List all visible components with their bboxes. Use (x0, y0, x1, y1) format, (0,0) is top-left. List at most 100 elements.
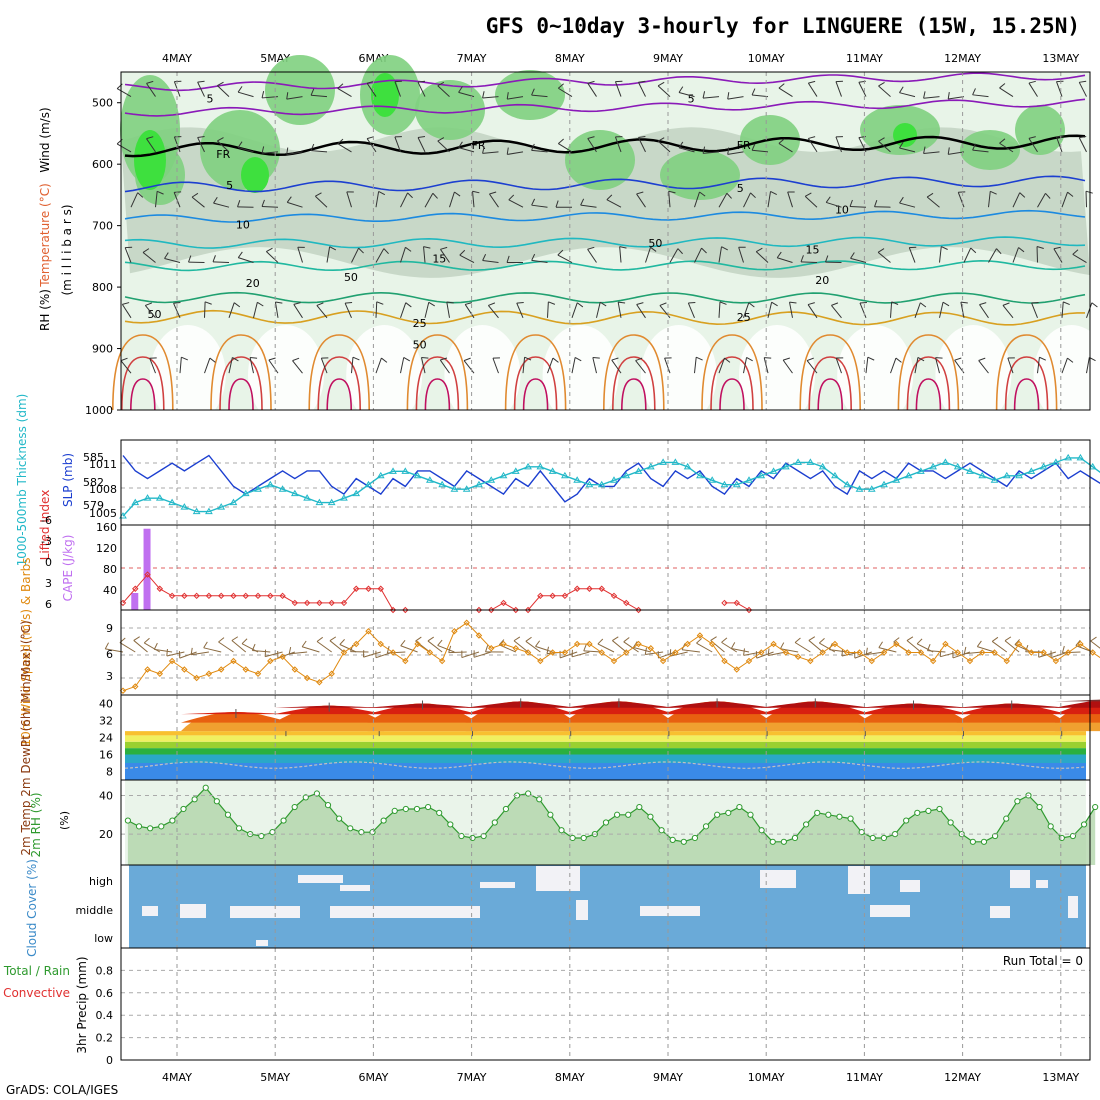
wind10m-barb (218, 637, 225, 643)
rh2m-point (558, 827, 565, 834)
top-day-label: 10MAY (748, 52, 785, 65)
upper-wind-barb (437, 81, 445, 87)
upper-wind-barb (806, 357, 814, 362)
lifted-index-line (724, 602, 750, 611)
rh-contour-label: 50 (344, 271, 358, 284)
upper-wind-barb (806, 360, 818, 374)
cape-tick: 40 (103, 584, 117, 597)
wind10m-barb (144, 642, 161, 653)
isotherm-0c-upper (124, 72, 1086, 92)
upper-wind-barb (548, 301, 556, 305)
wind10m-barb (1004, 640, 1020, 653)
wind10m-point (1089, 649, 1096, 656)
upper-wind-barb (316, 305, 328, 319)
upper-wind-barb (657, 137, 665, 142)
rh-dry-area (444, 325, 521, 425)
wind10m-point (721, 657, 728, 665)
wind10m-point (1003, 657, 1010, 665)
upper-wind-barb (778, 83, 785, 89)
thickness-point (1039, 462, 1048, 470)
thickness-point (990, 476, 999, 483)
upper-wind-barb (403, 357, 411, 362)
thickness-point (364, 480, 373, 488)
wind10m-barb (461, 651, 480, 659)
wind10m-barb (991, 641, 1008, 653)
thickness-point (340, 494, 348, 501)
thickness-point (155, 494, 164, 501)
isotherm-neg10 (124, 209, 1086, 223)
upper-wind-barb (253, 302, 258, 318)
lifted-tick: -3 (41, 535, 52, 548)
wind10m-barb (1004, 636, 1012, 642)
upper-wind-barb (738, 247, 744, 263)
thickness-point (168, 498, 176, 506)
upper-wind-barb (400, 302, 407, 318)
wind10m-point (524, 649, 532, 656)
wind10m-barb (1090, 636, 1097, 642)
rh-dry-area (1033, 325, 1100, 425)
upper-wind-barb (351, 247, 360, 263)
thickness-point (683, 462, 692, 470)
wind10m-barb (427, 640, 443, 653)
upper-wind-barb (237, 141, 243, 148)
wind10m-barb (721, 637, 728, 643)
upper-wind-barb (831, 302, 839, 306)
upper-wind-barb (1007, 357, 1014, 374)
thickness-point (622, 471, 631, 479)
wind10m-point (623, 649, 630, 656)
thickness-point (303, 494, 311, 501)
upper-wind-barb (400, 192, 409, 208)
surface-warm-contour (603, 334, 665, 411)
upper-wind-barb (366, 138, 377, 153)
thickness-point (205, 507, 213, 515)
upper-wind-barb (599, 301, 607, 307)
surface-warm-contour (522, 378, 549, 411)
surface-warm-contour (228, 378, 254, 411)
upper-wind-barb (286, 196, 292, 203)
upper-wind-barb (287, 201, 303, 208)
upper-wind-barb (217, 137, 224, 142)
wind10m-point (254, 670, 262, 677)
upper-wind-barb (437, 137, 445, 142)
upper-wind-barb (778, 87, 793, 98)
upper-wind-barb (789, 302, 793, 318)
rh2m-point (825, 811, 832, 818)
rh2m-point (969, 838, 976, 845)
thickness-point (966, 467, 974, 474)
rh2m-unit: (%) (58, 811, 71, 830)
rh2m-point (992, 832, 999, 840)
surface-warm-contour (906, 356, 951, 411)
upper-wind-barb (472, 190, 480, 194)
slp-line (122, 454, 1100, 503)
lifted-index-point (168, 592, 176, 600)
rh2m-point (258, 832, 265, 840)
upper-wind-barb (867, 356, 875, 361)
upper-wind-barb (668, 191, 671, 208)
upper-wind-barb (617, 301, 622, 318)
upper-wind-barb (751, 143, 756, 151)
cloud-cover-clear-area (640, 906, 700, 916)
wind10m-barb (756, 651, 774, 659)
upper-wind-barb (999, 87, 1014, 98)
thickness-point (352, 489, 361, 497)
upper-wind-barb (835, 357, 842, 374)
upper-wind-barb (508, 194, 515, 201)
thickness-point (1015, 471, 1023, 479)
upper-wind-barb (782, 359, 793, 374)
thickness-point (131, 498, 140, 506)
upper-wind-barb (970, 247, 977, 254)
wind10m-point (340, 649, 348, 656)
upper-wind-barb (1031, 302, 1038, 319)
upper-wind-barb (286, 151, 303, 155)
upper-wind-barb (547, 301, 549, 318)
upper-wind-barb (228, 357, 233, 374)
precip-total-label: Total / Rain (3, 964, 70, 978)
lifted-tick: 6 (45, 598, 52, 611)
upper-wind-barb (164, 252, 169, 259)
wind10m-barb (241, 638, 248, 645)
lifted-index-point (733, 599, 740, 607)
thickness-point (413, 471, 422, 479)
upper-wind-barb (237, 200, 241, 207)
cloud-level-label: high (89, 875, 113, 888)
wind10m-barb (251, 643, 256, 651)
